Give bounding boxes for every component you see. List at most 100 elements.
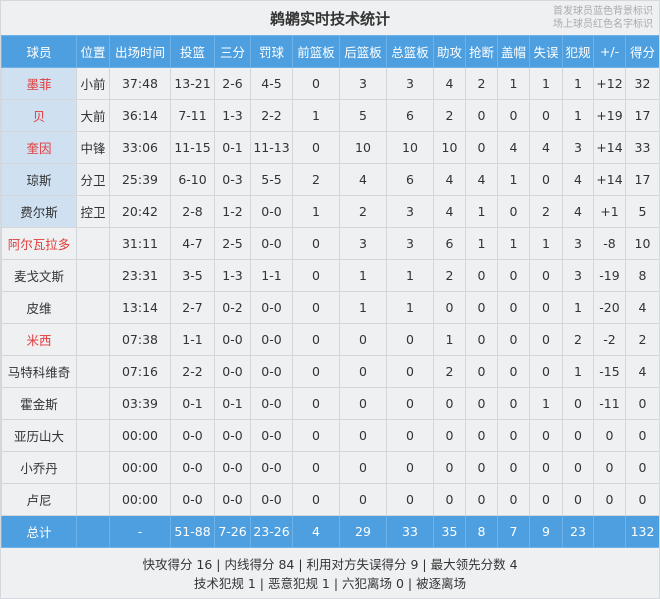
stat-cell: 2-2 [250,99,293,132]
stat-cell: 4 [465,163,498,196]
column-header[interactable]: +/- [593,35,626,68]
column-header[interactable]: 球员 [1,35,77,68]
stat-cell: 1 [386,259,434,292]
total-cell: 7-26 [214,515,251,548]
player-name[interactable]: 贝 [1,99,77,132]
title-bar: 鹈鹕实时技术统计 首发球员蓝色背景标识 场上球员红色名字标识 [1,1,659,35]
stat-cell: 0-0 [214,355,251,388]
stat-cell: 3 [386,195,434,228]
stat-cell: 0 [562,451,594,484]
stat-cell: 3 [339,227,387,260]
stat-cell: 0 [497,451,530,484]
column-header[interactable]: 抢断 [465,35,498,68]
stat-cell: 0 [433,451,466,484]
player-name[interactable]: 麦戈文斯 [1,259,77,292]
column-header[interactable]: 位置 [76,35,110,68]
stat-cell: 1-3 [214,259,251,292]
stat-cell: 1 [339,291,387,324]
page-title: 鹈鹕实时技术统计 [269,10,390,28]
total-cell: 132 [625,515,659,548]
player-name[interactable]: 费尔斯 [1,195,77,228]
player-name[interactable]: 奎因 [1,131,77,164]
stat-cell: 4 [433,163,466,196]
stat-cell: 0 [386,483,434,516]
stat-cell: 4 [497,131,530,164]
stat-cell: 0-0 [214,323,251,356]
column-header[interactable]: 三分 [214,35,251,68]
stat-cell: 1 [529,387,563,420]
stat-cell: 0-0 [250,195,293,228]
column-header[interactable]: 得分 [625,35,659,68]
player-name[interactable]: 小乔丹 [1,451,77,484]
column-header[interactable]: 失误 [529,35,563,68]
column-header[interactable]: 后篮板 [339,35,387,68]
stat-cell: 0 [339,419,387,452]
stat-cell: 36:14 [109,99,171,132]
stat-cell: 4-5 [250,67,293,100]
column-header[interactable]: 投篮 [170,35,215,68]
stat-cell: 11-15 [170,131,215,164]
stat-cell: 0 [625,483,659,516]
stat-cell: 0-0 [250,323,293,356]
stat-cell: 1 [465,227,498,260]
stat-cell: 0 [292,227,340,260]
stat-cell: 3 [562,227,594,260]
stat-cell: 0 [529,163,563,196]
stat-cell: 0-1 [214,131,251,164]
stat-cell: 0 [593,483,626,516]
stat-cell: 3 [339,67,387,100]
stat-cell: 0 [465,291,498,324]
total-cell: 9 [529,515,563,548]
player-name[interactable]: 亚历山大 [1,419,77,452]
stat-cell: 0 [497,323,530,356]
stat-cell: 0 [465,131,498,164]
stat-cell: 6 [433,227,466,260]
column-header[interactable]: 助攻 [433,35,466,68]
stat-cell [76,227,110,260]
column-header[interactable]: 出场时间 [109,35,171,68]
player-name[interactable]: 霍金斯 [1,387,77,420]
stat-cell: 07:16 [109,355,171,388]
column-header[interactable]: 总篮板 [386,35,434,68]
stat-cell: 1 [562,291,594,324]
stat-cell: 10 [339,131,387,164]
stat-cell: 03:39 [109,387,171,420]
stat-cell: 0-0 [214,451,251,484]
stat-cell: 1 [339,259,387,292]
stat-cell: 中锋 [76,131,110,164]
stat-cell: 0 [465,259,498,292]
player-name[interactable]: 琼斯 [1,163,77,196]
player-name[interactable]: 皮维 [1,291,77,324]
stat-cell: 1 [529,227,563,260]
stat-cell: 0-1 [170,387,215,420]
stat-cell: -11 [593,387,626,420]
summary-line-1: 快攻得分 16 | 内线得分 84 | 利用对方失误得分 9 | 最大领先分数 … [142,557,518,572]
column-header[interactable]: 前篮板 [292,35,340,68]
stats-table: 球员 位置 出场时间 投篮 三分 罚球 前篮板 后篮板 总篮板 助攻 抢断 盖帽 失误 犯规 +/- 得分 墨… [1,35,659,548]
stat-cell: 1 [562,99,594,132]
stat-cell: 0 [465,387,498,420]
player-name[interactable]: 墨菲 [1,67,77,100]
stat-cell: 13-21 [170,67,215,100]
stat-cell: 1 [465,195,498,228]
player-name[interactable]: 马特科维奇 [1,355,77,388]
stat-cell: 2 [433,355,466,388]
player-name[interactable]: 米西 [1,323,77,356]
stat-cell [76,259,110,292]
stat-cell: 2 [292,163,340,196]
stat-cell: 4 [625,355,659,388]
total-cell: 35 [433,515,466,548]
stat-cell: -19 [593,259,626,292]
player-name[interactable]: 卢尼 [1,483,77,516]
stat-cell: 1 [292,99,340,132]
player-name[interactable]: 阿尔瓦拉多 [1,227,77,260]
column-header[interactable]: 罚球 [250,35,293,68]
stat-cell: 0 [529,483,563,516]
column-header[interactable]: 犯规 [562,35,594,68]
stat-cell: 4-7 [170,227,215,260]
column-header[interactable]: 盖帽 [497,35,530,68]
stat-cell: +1 [593,195,626,228]
stat-cell: 0 [292,323,340,356]
stat-cell: 8 [625,259,659,292]
stat-cell: 0 [465,451,498,484]
